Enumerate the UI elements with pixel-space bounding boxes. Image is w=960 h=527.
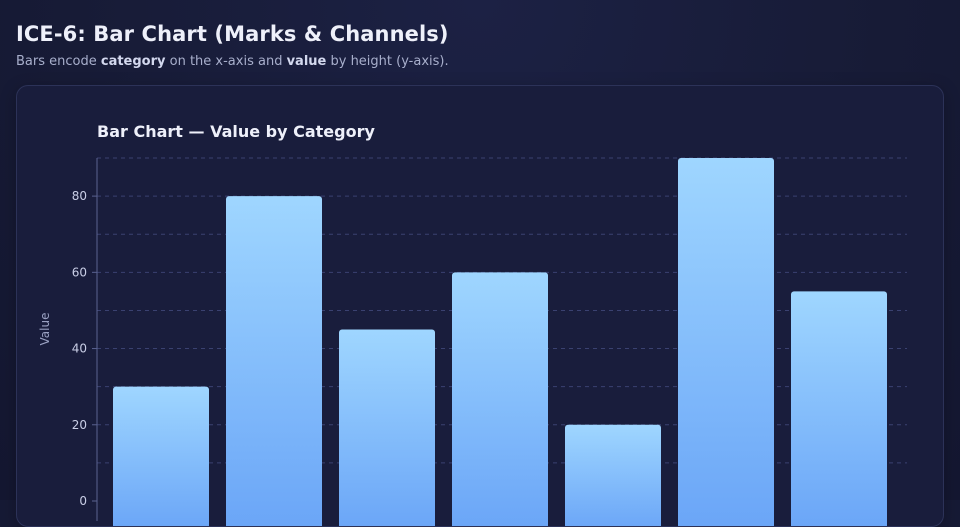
bar[interactable] bbox=[452, 272, 548, 526]
page-subtitle: Bars encode category on the x-axis and v… bbox=[16, 54, 449, 69]
subtitle-emphasis-value: value bbox=[286, 54, 327, 69]
bar[interactable] bbox=[791, 291, 887, 526]
y-tick-label: 80 bbox=[72, 189, 87, 203]
bars bbox=[113, 158, 887, 526]
bar-chart: Bar Chart — Value by Category 020406080 … bbox=[38, 122, 907, 526]
y-axis: 0 20 40 60 80 bbox=[72, 158, 98, 521]
y-tick-label: 20 bbox=[72, 418, 87, 432]
bar[interactable] bbox=[565, 424, 661, 526]
page-title: ICE-6: Bar Chart (Marks & Channels) bbox=[16, 22, 449, 46]
subtitle-emphasis-category: category bbox=[100, 54, 166, 69]
chart-card: Bar Chart — Value by Category 0 20 40 60 80 … bbox=[16, 85, 944, 527]
y-tick-label: 0 bbox=[79, 494, 87, 508]
page-header: ICE-6: Bar Chart (Marks & Channels) Bars… bbox=[16, 22, 449, 69]
subtitle-text-1: Bars encode bbox=[16, 54, 101, 69]
subtitle-text-2: on the x-axis and bbox=[165, 54, 287, 69]
bar[interactable] bbox=[678, 158, 774, 526]
bar[interactable] bbox=[226, 196, 322, 526]
bar[interactable] bbox=[113, 386, 209, 526]
y-axis-label: Value bbox=[38, 313, 52, 346]
chart-title: Bar Chart — Value by Category bbox=[97, 122, 375, 141]
bar[interactable] bbox=[339, 329, 435, 527]
y-tick-label: 60 bbox=[72, 265, 87, 279]
y-tick-label: 40 bbox=[72, 342, 87, 356]
subtitle-text-3: by height (y-axis). bbox=[326, 54, 449, 69]
